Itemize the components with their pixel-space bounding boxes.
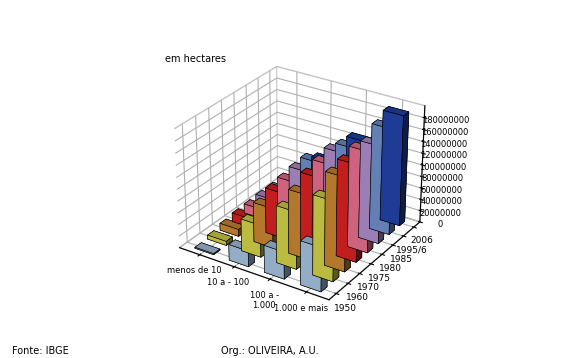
Text: em hectares: em hectares bbox=[166, 54, 227, 64]
Text: Org.: OLIVEIRA, A.U.: Org.: OLIVEIRA, A.U. bbox=[221, 347, 318, 357]
Text: Fonte: IBGE: Fonte: IBGE bbox=[12, 347, 69, 357]
